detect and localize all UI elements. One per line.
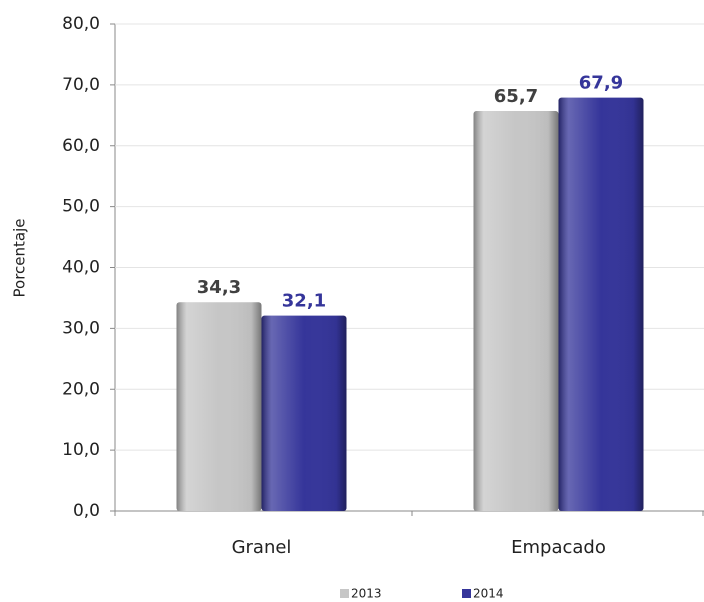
bar-shine [473,111,559,512]
legend-swatch [462,589,471,598]
y-tick-label: 60,0 [62,136,100,156]
y-tick-label: 20,0 [62,379,100,399]
y-tick-label: 40,0 [62,258,100,278]
value-label: 67,9 [579,73,623,94]
y-tick-label: 0,0 [73,501,100,521]
bar-shine [176,302,262,511]
x-tick-label: Granel [232,537,292,558]
legend-swatch [340,589,349,598]
y-tick-label: 30,0 [62,318,100,338]
value-label: 34,3 [197,277,241,298]
y-tick-label: 70,0 [62,75,100,95]
y-tick-label: 10,0 [62,440,100,460]
bar-shine [558,97,644,511]
x-tick-label: Empacado [511,537,606,558]
legend-label: 2014 [473,587,504,601]
y-axis-label: Porcentaje [11,219,29,298]
y-tick-label: 80,0 [62,14,100,34]
value-label: 65,7 [494,86,538,107]
value-label: 32,1 [282,291,326,312]
bar-shine [261,315,347,511]
y-tick-label: 50,0 [62,197,100,217]
legend-label: 2013 [351,587,382,601]
